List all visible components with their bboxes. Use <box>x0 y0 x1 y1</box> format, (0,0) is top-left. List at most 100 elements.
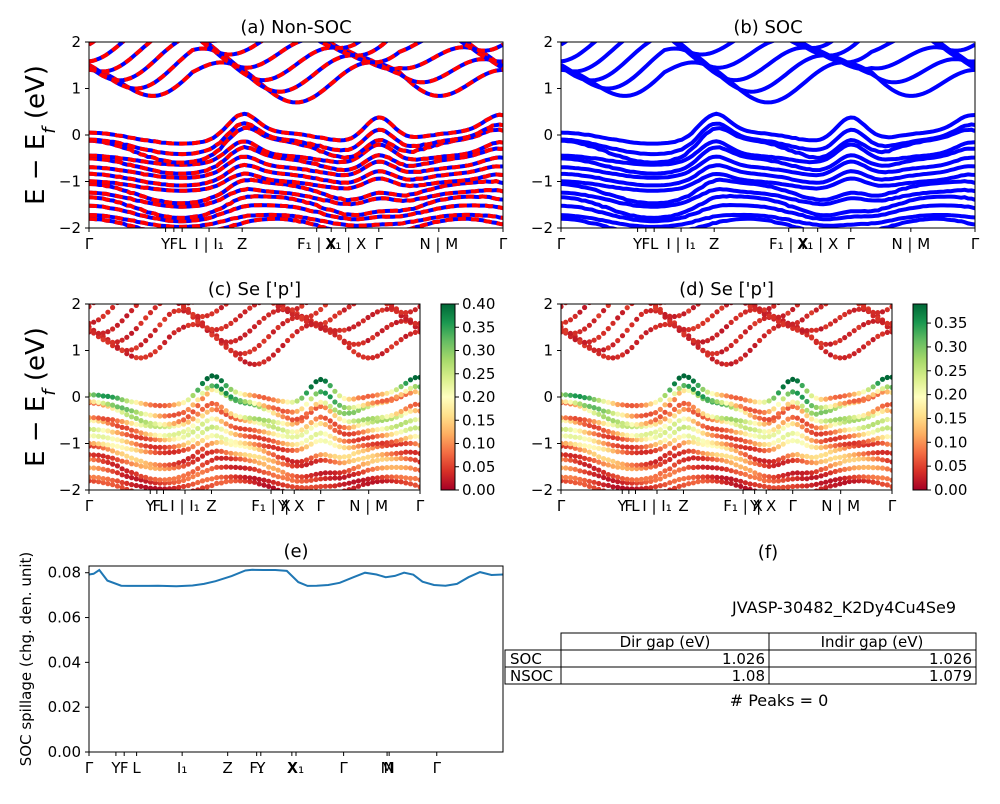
projection-point <box>157 450 162 455</box>
projection-point <box>380 392 385 397</box>
projection-point <box>323 476 328 481</box>
projection-point <box>233 317 238 322</box>
projection-point <box>629 433 634 438</box>
projection-point <box>242 309 247 314</box>
projection-point <box>592 318 597 323</box>
projection-point <box>271 473 276 478</box>
projection-point <box>214 481 219 486</box>
projection-point <box>238 426 243 431</box>
projection-point <box>219 419 224 424</box>
projection-point <box>190 444 195 449</box>
projection-point <box>394 474 399 479</box>
projection-point <box>394 320 399 325</box>
projection-point <box>837 461 842 466</box>
projection-point <box>224 464 229 469</box>
projection-point <box>724 416 729 421</box>
projection-point <box>323 416 328 421</box>
projection-point <box>629 285 634 290</box>
projection-point <box>714 475 719 480</box>
ytick-label: −2 <box>531 219 553 237</box>
projection-point <box>186 323 191 328</box>
projection-point <box>285 448 290 453</box>
projection-point <box>380 328 385 333</box>
projection-point <box>408 434 413 439</box>
projection-point <box>875 420 880 425</box>
projection-point <box>110 469 115 474</box>
projection-point <box>596 432 601 437</box>
projection-point <box>639 312 644 317</box>
projection-point <box>129 470 134 475</box>
projection-point <box>120 397 125 402</box>
projection-point <box>148 437 153 442</box>
projection-point <box>719 400 724 405</box>
projection-point <box>795 400 800 405</box>
projection-point <box>710 452 715 457</box>
projection-point <box>342 488 347 493</box>
projection-point <box>101 416 106 421</box>
projection-point <box>337 476 342 481</box>
projection-point <box>209 327 214 332</box>
projection-point <box>295 474 300 479</box>
projection-point <box>332 269 337 274</box>
projection-point <box>577 442 582 447</box>
projection-point <box>667 434 672 439</box>
projection-point <box>167 290 172 295</box>
projection-point <box>691 338 696 343</box>
projection-point <box>238 398 243 403</box>
projection-point <box>285 442 290 447</box>
projection-point <box>328 470 333 475</box>
projection-point <box>408 331 413 336</box>
projection-point <box>577 468 582 473</box>
projection-point <box>172 309 177 314</box>
xtick-label: Z <box>223 759 233 777</box>
projection-point <box>696 391 701 396</box>
ytick-label: 2 <box>543 295 553 313</box>
projection-point <box>733 448 738 453</box>
projection-point <box>847 354 852 359</box>
xtick-label: Γ <box>888 497 897 515</box>
projection-point <box>271 431 276 436</box>
projection-point <box>729 320 734 325</box>
projection-point <box>705 432 710 437</box>
projection-point <box>124 407 129 412</box>
projection-point <box>795 320 800 325</box>
projection-point <box>261 449 266 454</box>
projection-point <box>285 457 290 462</box>
projection-point <box>120 472 125 477</box>
projection-point <box>356 298 361 303</box>
projection-point <box>625 462 630 467</box>
projection-point <box>167 334 172 339</box>
projection-point <box>842 476 847 481</box>
projection-point <box>176 308 181 313</box>
projection-point <box>110 326 115 331</box>
projection-point <box>181 417 186 422</box>
projection-point <box>672 479 677 484</box>
projection-point <box>219 387 224 392</box>
projection-point <box>880 466 885 471</box>
projection-point <box>299 326 304 331</box>
projection-point <box>828 457 833 462</box>
projection-point <box>271 309 276 314</box>
projection-point <box>328 476 333 481</box>
projection-point <box>743 472 748 477</box>
projection-point <box>96 475 101 480</box>
projection-point <box>138 459 143 464</box>
spillage-line <box>89 570 503 586</box>
projection-point <box>885 434 890 439</box>
projection-point <box>776 438 781 443</box>
projection-point <box>351 438 356 443</box>
colorbar-tick-label: 0.00 <box>934 481 967 499</box>
projection-point <box>686 456 691 461</box>
projection-point <box>172 432 177 437</box>
projection-point <box>819 419 824 424</box>
projection-point <box>800 418 805 423</box>
projection-point <box>714 415 719 420</box>
projection-point <box>852 308 857 313</box>
projection-point <box>823 485 828 490</box>
projection-point <box>724 435 729 440</box>
projection-point <box>582 422 587 427</box>
projection-point <box>318 322 323 327</box>
projection-point <box>606 429 611 434</box>
projection-point <box>615 461 620 466</box>
projection-point <box>573 416 578 421</box>
